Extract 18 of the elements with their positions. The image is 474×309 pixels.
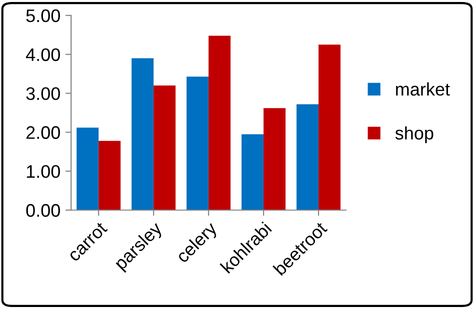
bar [76, 128, 99, 210]
y-tick-label: 0.00 [26, 204, 60, 217]
legend-label: market [396, 82, 450, 96]
bar [242, 134, 264, 210]
bar [132, 58, 154, 210]
bar [208, 36, 231, 210]
bar [318, 44, 341, 210]
bar [186, 76, 209, 210]
bar [264, 108, 286, 210]
bar [154, 86, 176, 210]
bar [98, 140, 121, 210]
y-tick-label: 5.00 [26, 9, 60, 22]
y-tick-label: 1.00 [26, 165, 60, 178]
legend-label: shop [395, 126, 434, 144]
bar [296, 104, 319, 210]
y-tick-label: 2.00 [26, 126, 60, 139]
y-tick-label: 3.00 [26, 87, 60, 100]
y-tick-label: 4.00 [26, 48, 60, 62]
